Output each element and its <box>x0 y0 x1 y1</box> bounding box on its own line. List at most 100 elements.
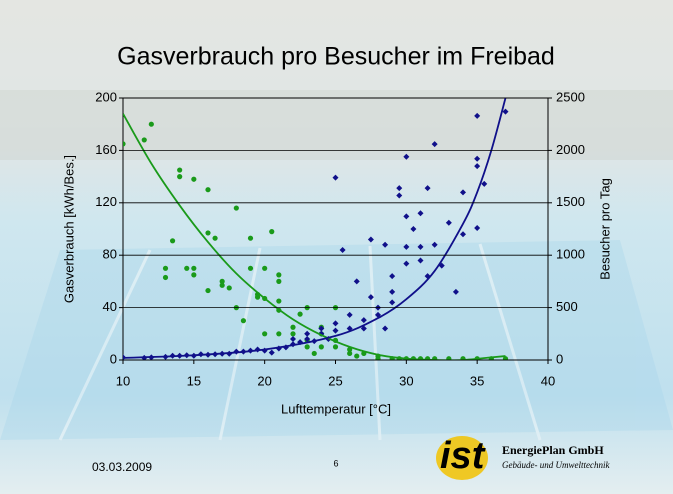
page-number: 6 <box>333 458 338 468</box>
point <box>184 265 190 271</box>
point <box>460 189 466 196</box>
point <box>304 336 311 343</box>
point <box>276 331 282 337</box>
point <box>247 265 254 271</box>
point <box>191 176 197 182</box>
company: EnergiePlan GmbH <box>502 443 604 457</box>
point <box>276 278 282 284</box>
plot <box>123 98 509 360</box>
point <box>403 260 410 267</box>
y2-tick-label: 2000 <box>556 142 585 157</box>
point <box>389 299 396 306</box>
point <box>123 141 126 147</box>
point <box>212 235 218 241</box>
logo-text: ist <box>440 435 486 477</box>
point <box>169 238 176 244</box>
point <box>233 205 239 211</box>
point <box>290 331 296 337</box>
point <box>460 231 466 238</box>
x-tick-label: 35 <box>470 373 484 388</box>
point <box>432 356 438 360</box>
point <box>396 185 403 192</box>
point <box>417 243 424 250</box>
point <box>304 330 311 337</box>
point <box>474 224 481 231</box>
point <box>290 324 296 330</box>
point <box>318 344 324 350</box>
point <box>247 235 254 241</box>
point <box>332 344 339 350</box>
point <box>445 219 452 226</box>
point <box>452 288 459 295</box>
point <box>474 163 481 170</box>
point <box>332 327 339 334</box>
y2-tick-label: 2500 <box>556 89 585 104</box>
point <box>360 325 367 332</box>
point <box>389 288 396 295</box>
point <box>346 311 353 318</box>
point <box>276 298 282 304</box>
tagline: Gebäude- und Umwelttechnik <box>502 460 610 470</box>
logo-sun <box>436 436 488 480</box>
y2-tick-label: 1500 <box>556 194 585 209</box>
point <box>304 344 310 350</box>
point <box>347 350 353 357</box>
point <box>417 257 424 264</box>
point <box>410 226 417 232</box>
point <box>403 153 410 160</box>
point <box>254 294 261 300</box>
point <box>148 121 154 127</box>
y-tick-label: 160 <box>95 142 117 157</box>
point <box>297 311 303 317</box>
y2-tick-label: 0 <box>556 351 563 366</box>
y-tick-label: 0 <box>110 351 117 366</box>
point <box>332 174 339 181</box>
point <box>375 356 381 360</box>
point <box>431 241 438 248</box>
point <box>431 141 438 148</box>
trend-line <box>123 98 507 359</box>
point <box>367 294 374 301</box>
y-tick-label: 120 <box>95 194 117 209</box>
point <box>474 155 481 162</box>
point <box>205 187 211 193</box>
point <box>460 356 466 360</box>
point <box>268 349 275 356</box>
point <box>219 282 225 288</box>
point <box>382 241 389 248</box>
point <box>403 213 410 220</box>
point <box>219 278 225 284</box>
point <box>177 174 183 180</box>
point <box>311 350 317 357</box>
point <box>162 265 169 271</box>
x-tick-label: 20 <box>257 373 271 388</box>
logo: ist EnergiePlan GmbH Gebäude- und Umwelt… <box>436 435 610 480</box>
point <box>424 185 431 192</box>
point <box>382 325 389 332</box>
point <box>417 210 424 217</box>
y-tick-label: 200 <box>95 89 117 104</box>
trend-line <box>123 113 506 360</box>
x-tick-label: 25 <box>328 373 342 388</box>
point <box>354 353 360 359</box>
point <box>177 167 183 173</box>
point <box>205 230 211 236</box>
point <box>446 356 452 360</box>
point <box>141 137 147 143</box>
point <box>262 265 268 271</box>
point <box>481 180 488 187</box>
point <box>191 265 197 271</box>
y2-tick-label: 1000 <box>556 247 585 262</box>
y-tick-label: 40 <box>103 299 117 314</box>
point <box>403 243 410 250</box>
series-group <box>123 98 509 360</box>
x-tick-label: 30 <box>399 373 413 388</box>
point <box>367 236 374 243</box>
x-axis-title: Lufttemperatur [°C] <box>281 401 391 416</box>
y-axis-title: Gasverbrauch [kWh/Bes.] <box>61 155 76 303</box>
x-tick-label: 40 <box>541 373 555 388</box>
y-tick-label: 80 <box>103 247 117 262</box>
